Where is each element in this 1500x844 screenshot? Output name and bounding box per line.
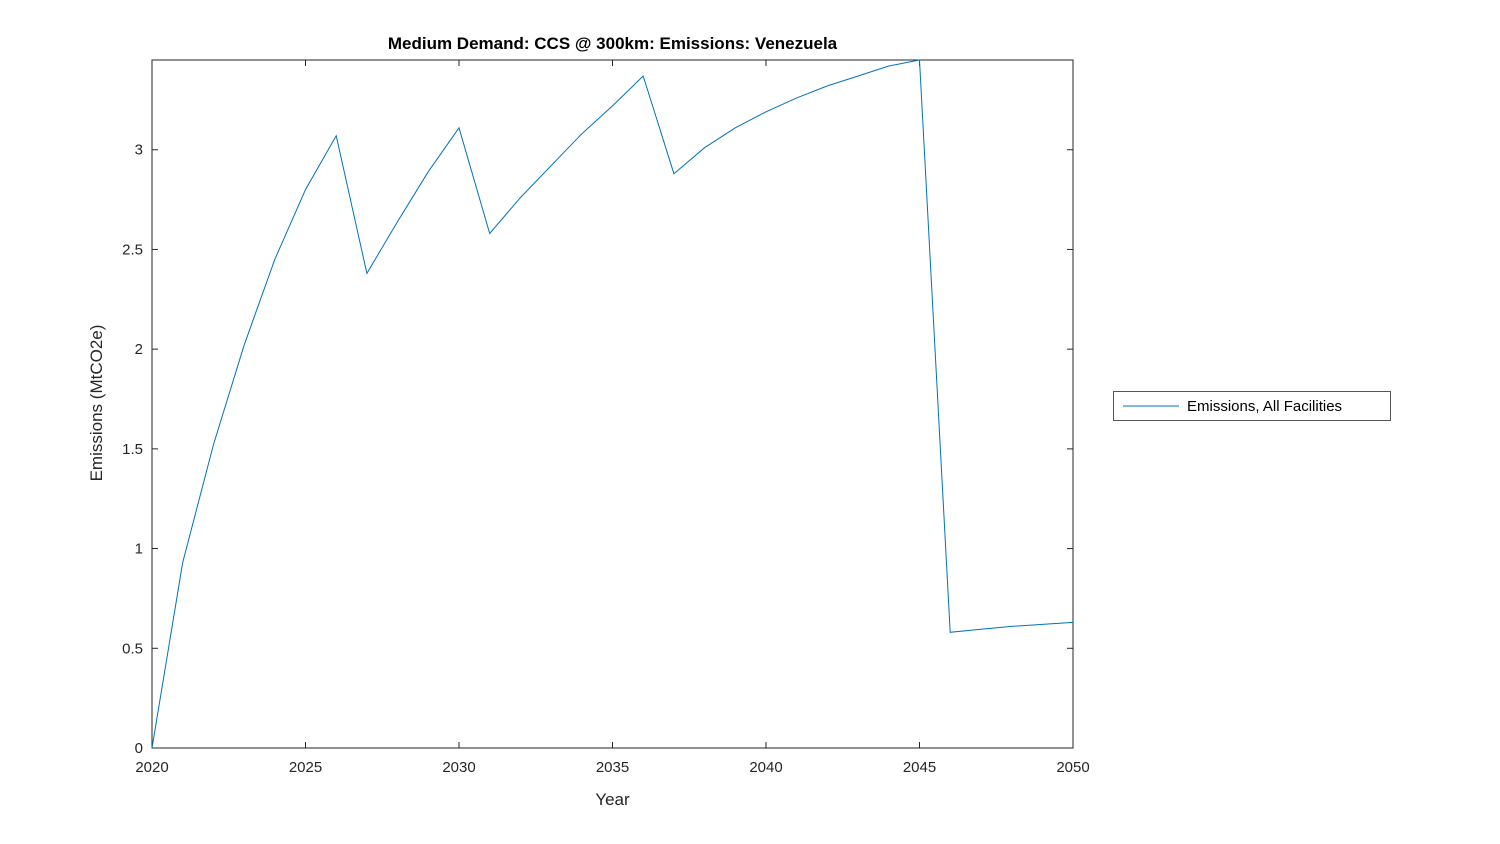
legend: Emissions, All Facilities (1113, 391, 1391, 421)
x-tick-label: 2020 (135, 759, 168, 776)
y-tick-label: 0 (135, 740, 143, 757)
axes-box (151, 59, 1074, 749)
emissions-line (151, 59, 1074, 749)
x-axis-label: Year (595, 790, 630, 809)
legend-line-sample (1123, 405, 1179, 407)
y-tick-label: 3 (135, 142, 143, 159)
y-tick-label: 0.5 (122, 640, 143, 657)
x-tick-label: 2050 (1056, 759, 1089, 776)
y-axis-label: Emissions (MtCO2e) (87, 324, 106, 482)
x-tick-label: 2035 (596, 759, 629, 776)
x-tick-label: 2030 (442, 759, 475, 776)
y-tick-label: 2.5 (122, 241, 143, 258)
y-tick-label: 2 (135, 341, 143, 358)
chart-title: Medium Demand: CCS @ 300km: Emissions: V… (387, 34, 838, 53)
y-tick-label: 1.5 (122, 441, 143, 458)
y-tick-label: 1 (135, 541, 143, 558)
x-tick-label: 2045 (903, 759, 936, 776)
x-tick-label: 2025 (289, 759, 322, 776)
x-tick-label: 2040 (749, 759, 782, 776)
legend-label: Emissions, All Facilities (1187, 397, 1343, 415)
